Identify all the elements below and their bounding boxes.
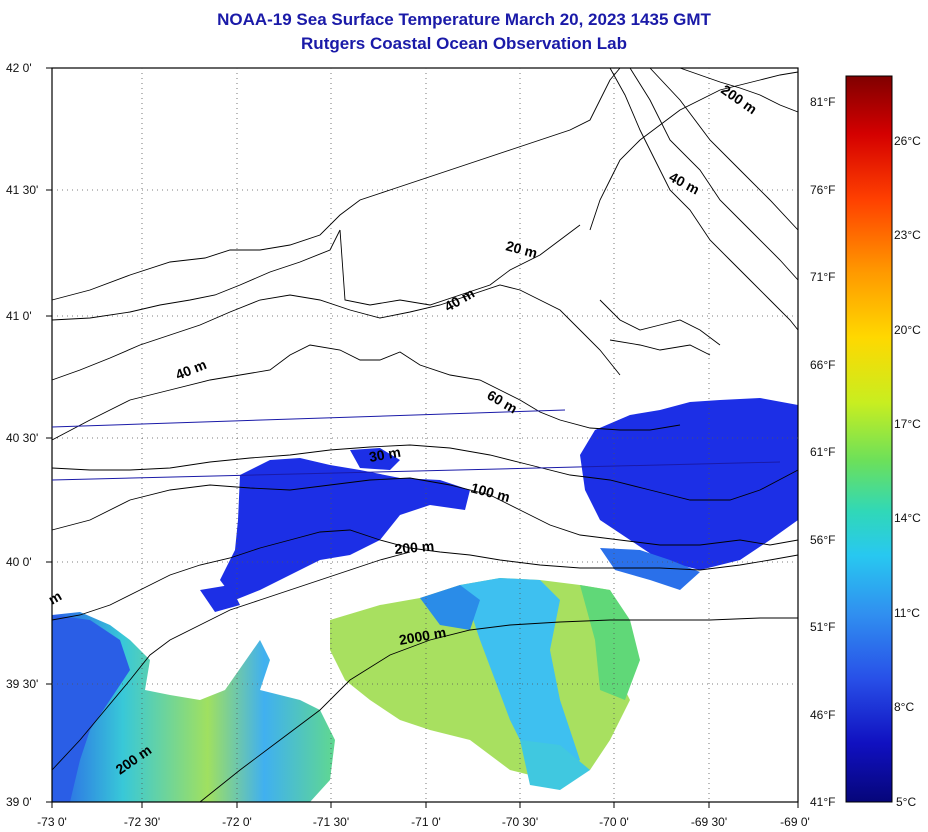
contour-label: 40 m: [173, 356, 209, 383]
fahrenheit-label: 56°F: [810, 533, 835, 547]
fahrenheit-label: 71°F: [810, 270, 835, 284]
lat-label: 40 30': [6, 431, 38, 445]
contour-label: 20 m: [504, 237, 539, 261]
celsius-label: 11°C: [894, 606, 920, 620]
fahrenheit-label: 46°F: [810, 708, 835, 722]
celsius-label: 5°C: [896, 795, 916, 809]
lon-label: -70 30': [502, 815, 538, 829]
contour-label: 200 m: [394, 538, 435, 557]
fahrenheit-label: 66°F: [810, 358, 835, 372]
fahrenheit-label: 81°F: [810, 95, 835, 109]
celsius-label: 20°C: [894, 323, 921, 337]
lat-label: 42 0': [6, 61, 32, 75]
contour-label: 40 m: [442, 285, 478, 315]
frame-ticks: [46, 67, 799, 808]
map-title: NOAA-19 Sea Surface Temperature March 20…: [217, 10, 711, 29]
fahrenheit-label: 41°F: [810, 795, 835, 809]
contour-label: m: [46, 588, 65, 608]
lat-label: 40 0': [6, 555, 32, 569]
map-frame: [51, 67, 799, 803]
sst-data: [52, 398, 798, 802]
coastline-contours: [51, 67, 799, 803]
lon-label: -69 30': [691, 815, 727, 829]
lon-label: -72 30': [124, 815, 160, 829]
contour-label: 30 m: [368, 444, 402, 465]
lon-label: -71 30': [313, 815, 349, 829]
celsius-label: 14°C: [894, 511, 921, 525]
lat-label: 41 0': [6, 309, 32, 323]
celsius-label: 17°C: [894, 417, 921, 431]
lon-label: -71 0': [411, 815, 441, 829]
latitude-labels: 42 0' 41 30' 41 0' 40 30' 40 0' 39 30' 3…: [6, 61, 38, 809]
lon-label: -73 0': [37, 815, 67, 829]
celsius-scale: 26°C 23°C 20°C 17°C 14°C 11°C 8°C 5°C: [894, 134, 921, 809]
colorbar: [845, 75, 893, 803]
lat-label: 39 30': [6, 677, 38, 691]
fahrenheit-scale: 81°F 76°F 71°F 66°F 61°F 56°F 51°F 46°F …: [810, 95, 835, 809]
celsius-label: 23°C: [894, 228, 921, 242]
lat-label: 39 0': [6, 795, 32, 809]
lat-label: 41 30': [6, 183, 38, 197]
fahrenheit-label: 51°F: [810, 620, 835, 634]
fahrenheit-label: 61°F: [810, 445, 835, 459]
celsius-label: 26°C: [894, 134, 921, 148]
celsius-label: 8°C: [894, 700, 914, 714]
contour-label: 200 m: [718, 81, 760, 117]
contour-label: 100 m: [469, 479, 511, 505]
longitude-labels: -73 0' -72 30' -72 0' -71 30' -71 0' -70…: [37, 815, 810, 829]
lon-label: -72 0': [222, 815, 252, 829]
satellite-tracks: [51, 409, 781, 481]
contour-label: 40 m: [667, 169, 703, 198]
map-subtitle: Rutgers Coastal Ocean Observation Lab: [301, 34, 627, 53]
lon-label: -70 0': [599, 815, 629, 829]
lon-label: -69 0': [780, 815, 810, 829]
fahrenheit-label: 76°F: [810, 183, 835, 197]
